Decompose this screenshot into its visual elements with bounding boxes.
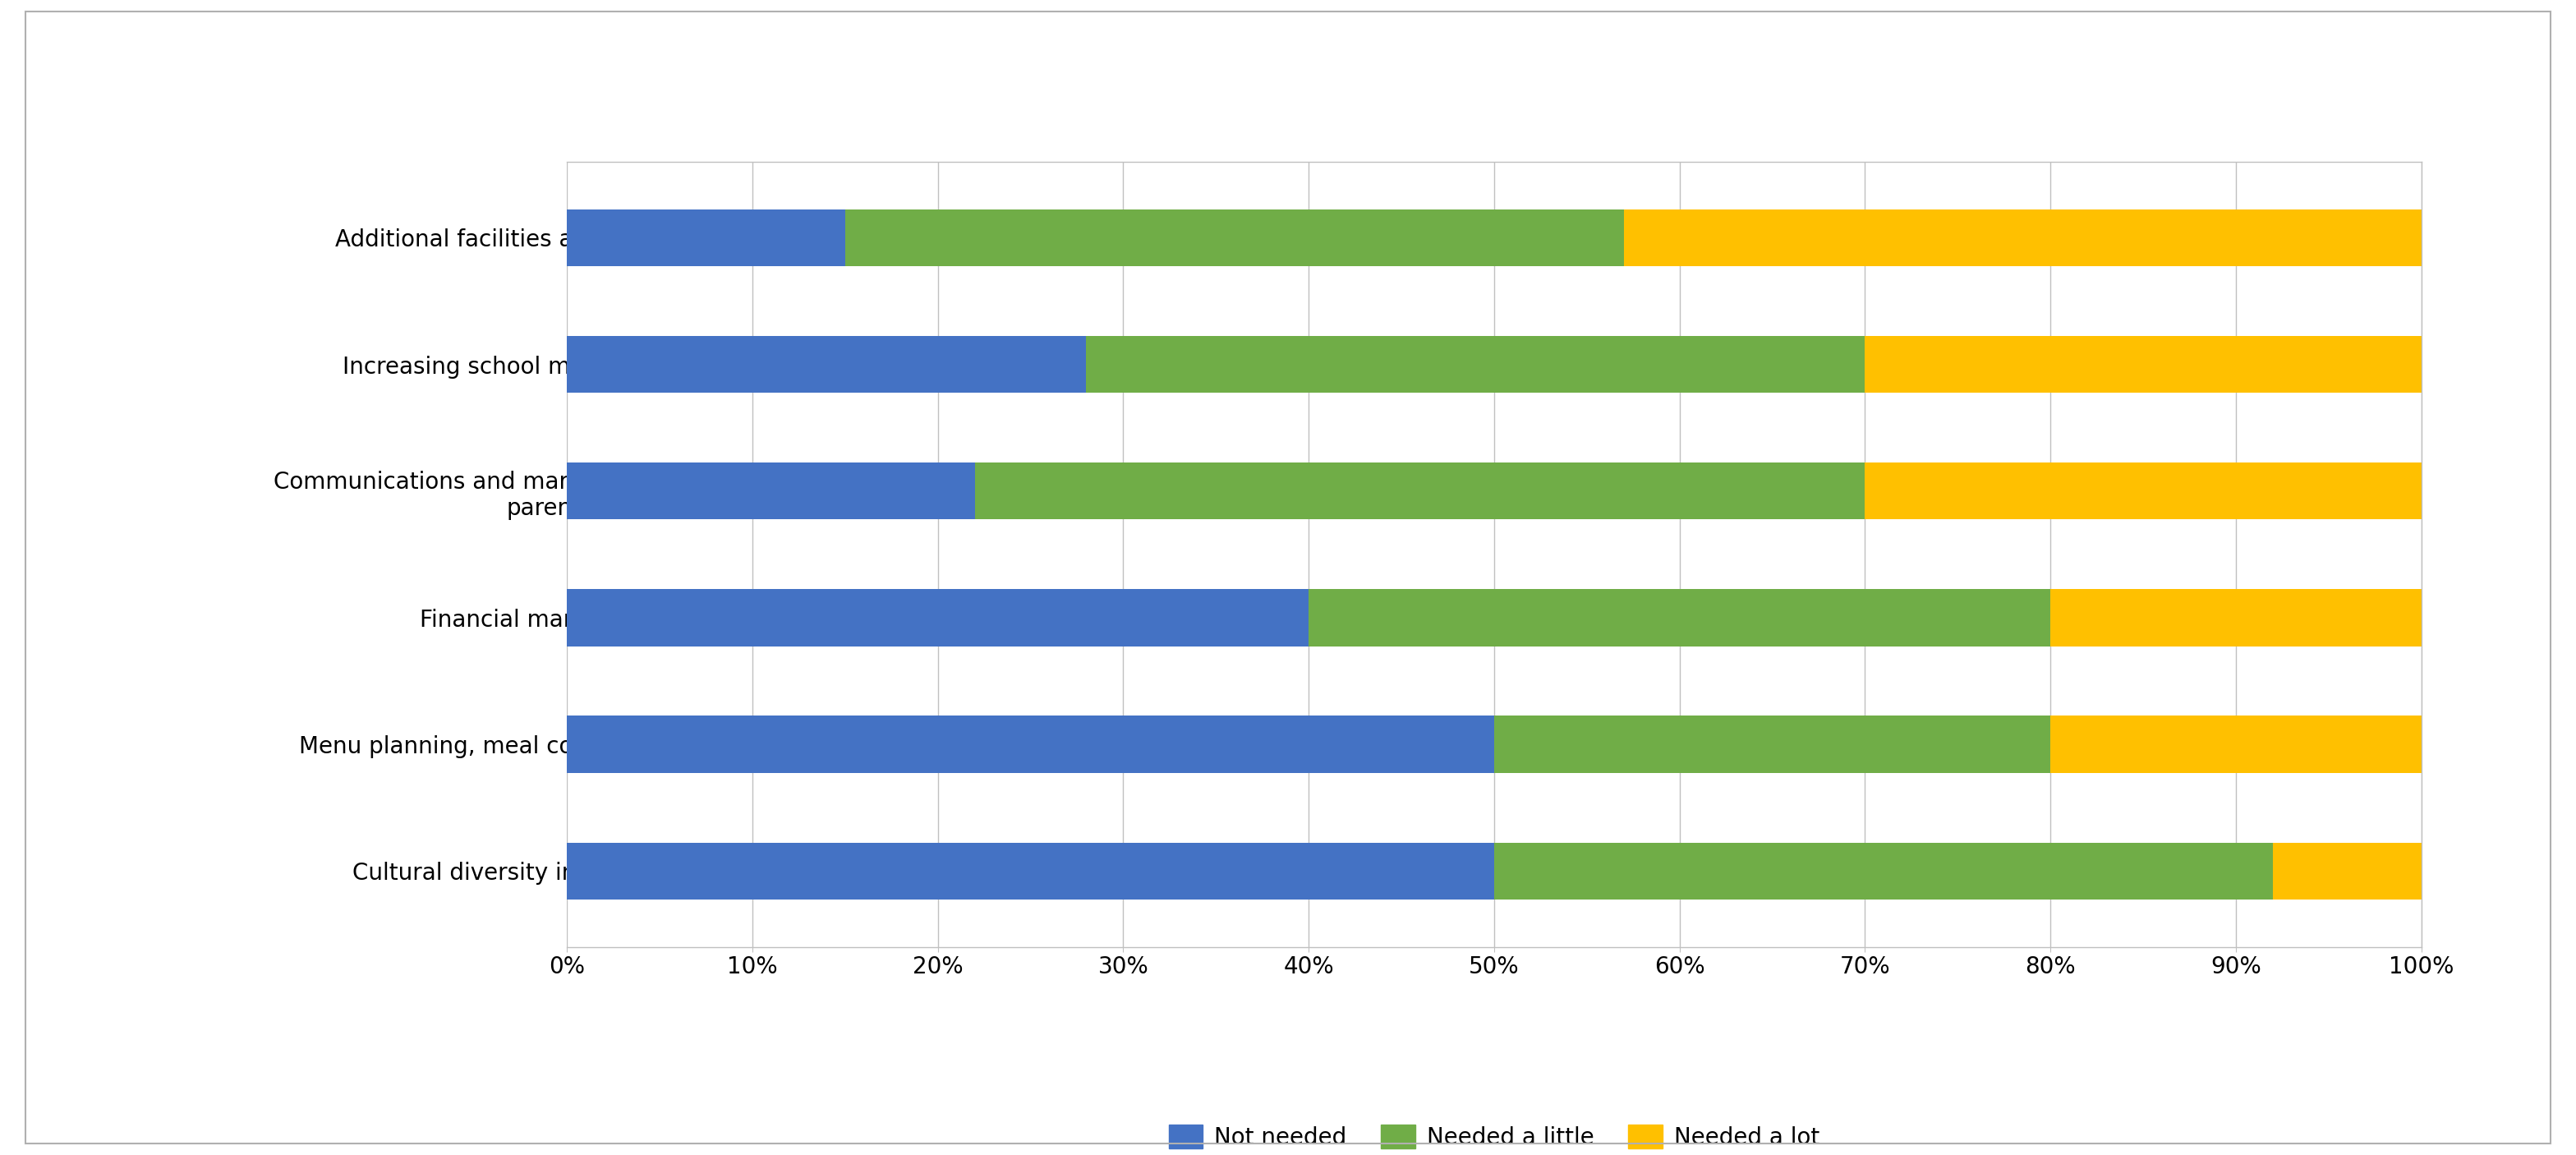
Bar xyxy=(974,462,1865,520)
Bar xyxy=(1865,462,2421,520)
Bar xyxy=(845,209,1623,266)
Bar xyxy=(1623,209,2421,266)
Bar xyxy=(567,336,1087,393)
Bar xyxy=(2272,843,2421,900)
Legend: Not needed, Needed a little, Needed a lot: Not needed, Needed a little, Needed a lo… xyxy=(1159,1116,1829,1155)
Bar xyxy=(1494,716,2050,773)
Bar xyxy=(1309,589,2050,647)
Bar xyxy=(1494,843,2272,900)
Bar xyxy=(2050,716,2421,773)
Bar xyxy=(1865,336,2421,393)
Bar xyxy=(567,209,845,266)
Bar xyxy=(567,716,1494,773)
Bar xyxy=(2050,589,2421,647)
Bar xyxy=(567,589,1309,647)
Bar xyxy=(1087,336,1865,393)
Bar xyxy=(567,843,1494,900)
Bar xyxy=(567,462,974,520)
